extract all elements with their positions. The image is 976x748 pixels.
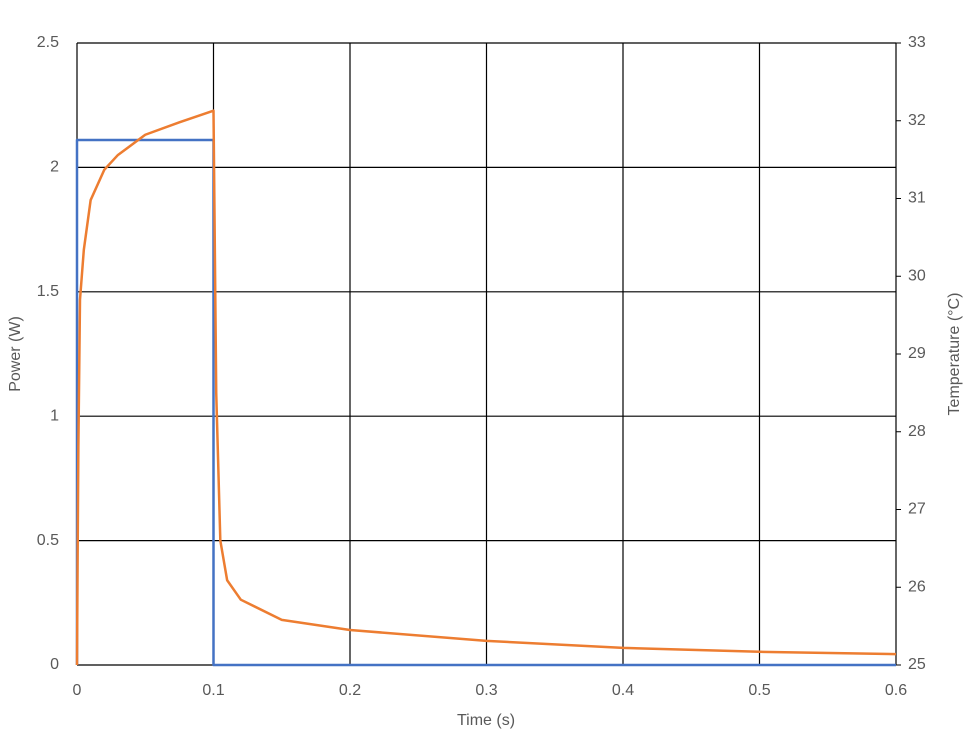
x-tick-label: 0.5 [748,682,770,699]
y-tick-label: 1.5 [37,283,59,300]
x-tick-label: 0 [73,682,82,699]
y2-tick-label: 28 [908,423,926,440]
y-tick-label: 2 [50,159,59,176]
x-axis-title: Time (s) [457,712,515,729]
y-axis-title: Power (W) [7,316,24,392]
y2-tick-label: 30 [908,267,926,284]
y2-tick-label: 27 [908,501,926,518]
y2-tick-label: 31 [908,190,926,207]
x-tick-label: 0.6 [885,682,907,699]
x-tick-label: 0.2 [339,682,361,699]
y-tick-label: 2.5 [37,34,59,51]
y2-tick-label: 33 [908,34,926,51]
x-tick-label: 0.3 [475,682,497,699]
y-tick-label: 0.5 [37,532,59,549]
y-tick-label: 0 [50,656,59,673]
y2-tick-label: 25 [908,656,926,673]
y2-tick-label: 32 [908,112,926,129]
x-tick-label: 0.1 [202,682,224,699]
y-tick-label: 1 [50,407,59,424]
series-line [75,109,897,666]
y2-tick-label: 29 [908,345,926,362]
y2-axis-title: Temperature (°C) [946,293,963,416]
y2-tick-label: 26 [908,578,926,595]
x-tick-label: 0.4 [612,682,634,699]
